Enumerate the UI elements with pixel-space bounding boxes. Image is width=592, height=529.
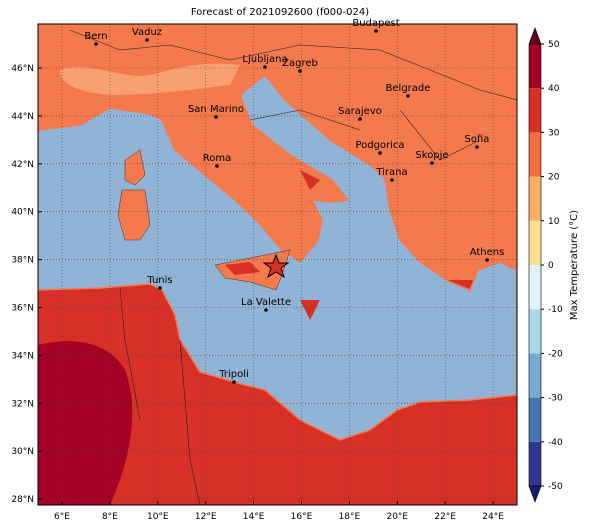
city-label: Zagreb [282,58,318,69]
colorbar-tick-label: 30 [548,128,560,138]
lon-tick-label: 22°E [434,512,456,522]
colorbar-bin [529,132,541,177]
colorbar-tick-label: 40 [548,84,560,94]
colorbar-tick-label: -10 [548,305,563,315]
city-label: Sofia [465,134,490,145]
city-dot [390,178,394,182]
lat-tick-label: 32°N [11,399,34,409]
colorbar-bin [529,220,541,265]
colorbar-label: Max Temperature (°C) [569,210,580,320]
city-label: Budapest [352,18,399,29]
city-dot [94,42,98,46]
city-dot [430,161,434,165]
map [38,24,517,505]
city-dot [263,65,267,69]
colorbar-bin [529,353,541,398]
city-dot [406,94,410,98]
city-dot [485,258,489,262]
city-label: Ljubljana [242,54,287,65]
lon-tick-label: 14°E [243,512,265,522]
city-dot [214,115,218,119]
colorbar-bin [529,88,541,133]
lat-tick-label: 28°N [11,495,34,505]
colorbar-tick-label: 50 [548,40,560,50]
city-dot [232,380,236,384]
colorbar-tick-label: -50 [548,482,563,492]
title: Forecast of 2021092600 (f000-024) [191,7,369,18]
lat-tick-label: 46°N [11,64,34,74]
colorbar-bin [529,397,541,442]
colorbar-bin [529,441,541,486]
city-label: Vaduz [132,27,162,38]
lon-tick-label: 24°E [482,512,504,522]
city-label: Belgrade [386,83,431,94]
lon-tick-label: 18°E [339,512,361,522]
lat-tick-label: 44°N [11,112,34,122]
city-label: La Valette [241,297,291,308]
lon-tick-label: 12°E [195,512,217,522]
city-label: Tirana [375,167,407,178]
city-dot [264,308,268,312]
lat-tick-label: 40°N [11,208,34,218]
lat-tick-label: 42°N [11,160,34,170]
city-dot [378,151,382,155]
city-dot [215,164,219,168]
lat-tick-label: 30°N [11,447,34,457]
colorbar-tick-label: 10 [548,217,560,227]
colorbar-tick-label: 0 [548,261,554,271]
city-label: Tripoli [218,369,249,380]
city-label: Skopje [415,150,448,161]
city-label: Roma [203,153,232,164]
lon-tick-label: 8°E [102,512,118,522]
colorbar-bin [529,265,541,310]
city-dot [358,117,362,121]
colorbar-bin [529,309,541,354]
city-dot [145,38,149,42]
city-label: Athens [470,247,505,258]
lon-tick-label: 20°E [386,512,408,522]
city-label: Tunis [146,275,172,286]
lon-tick-label: 16°E [291,512,313,522]
colorbar-tick-label: -20 [548,349,563,359]
city-dot [298,69,302,73]
city-label: San Marino [188,104,244,115]
city-label: Sarajevo [338,106,382,117]
colorbar-bin [529,176,541,221]
lon-tick-label: 6°E [54,512,70,522]
city-label: Bern [84,31,107,42]
lat-tick-label: 34°N [11,351,34,361]
colorbar-bin [529,44,541,89]
lat-tick-label: 38°N [11,256,34,266]
city-label: Podgorica [355,140,404,151]
lat-tick-label: 36°N [11,304,34,314]
colorbar-tick-label: -30 [548,394,563,404]
colorbar-extend-low [528,485,542,503]
colorbar-extend-high [528,27,542,45]
city-dot [374,29,378,33]
lon-tick-label: 10°E [147,512,169,522]
city-dot [475,145,479,149]
map-frame [37,23,518,506]
colorbar-tick-label: -40 [548,438,563,448]
city-dot [158,286,162,290]
colorbar-tick-label: 20 [548,173,560,183]
